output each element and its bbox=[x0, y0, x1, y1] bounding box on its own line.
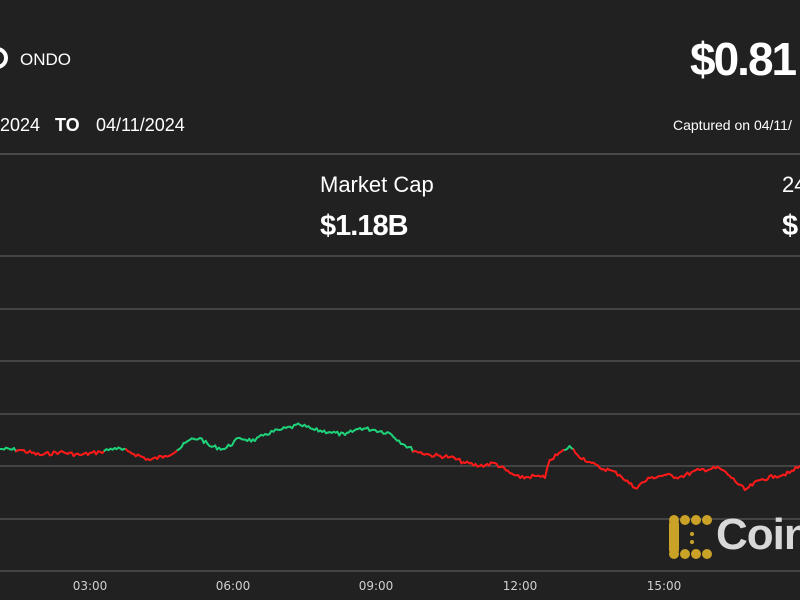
date-from: 2024 bbox=[0, 115, 41, 135]
market-cap-value: $1.18B bbox=[320, 210, 409, 242]
market-cap-label: Market Cap bbox=[320, 172, 434, 197]
volume-label: 24 bbox=[782, 172, 800, 197]
line-segment-down bbox=[546, 459, 551, 469]
x-tick-label: 03:00 bbox=[73, 579, 108, 593]
coindesk-logo-icon bbox=[669, 515, 712, 559]
x-axis-ticks: 03:00 06:00 09:00 12:00 15:00 bbox=[73, 579, 682, 593]
coindesk-watermark: Coin bbox=[716, 510, 800, 559]
current-price: $0.81 bbox=[690, 33, 797, 85]
captured-on: Captured on 04/11/ bbox=[673, 117, 792, 133]
price-line bbox=[0, 422, 800, 491]
date-to: 04/11/2024 bbox=[96, 115, 185, 135]
asset-symbol: ONDO bbox=[20, 50, 71, 69]
x-tick-label: 06:00 bbox=[216, 579, 251, 593]
x-tick-label: 15:00 bbox=[647, 579, 682, 593]
to-label: TO bbox=[55, 115, 80, 135]
header-divider bbox=[0, 153, 800, 155]
line-segment-down bbox=[543, 466, 549, 479]
gridlines bbox=[0, 255, 800, 572]
x-tick-label: 12:00 bbox=[503, 579, 538, 593]
volume-value: $ bbox=[782, 210, 799, 242]
line-segment-down bbox=[796, 465, 800, 469]
x-tick-label: 09:00 bbox=[359, 579, 394, 593]
